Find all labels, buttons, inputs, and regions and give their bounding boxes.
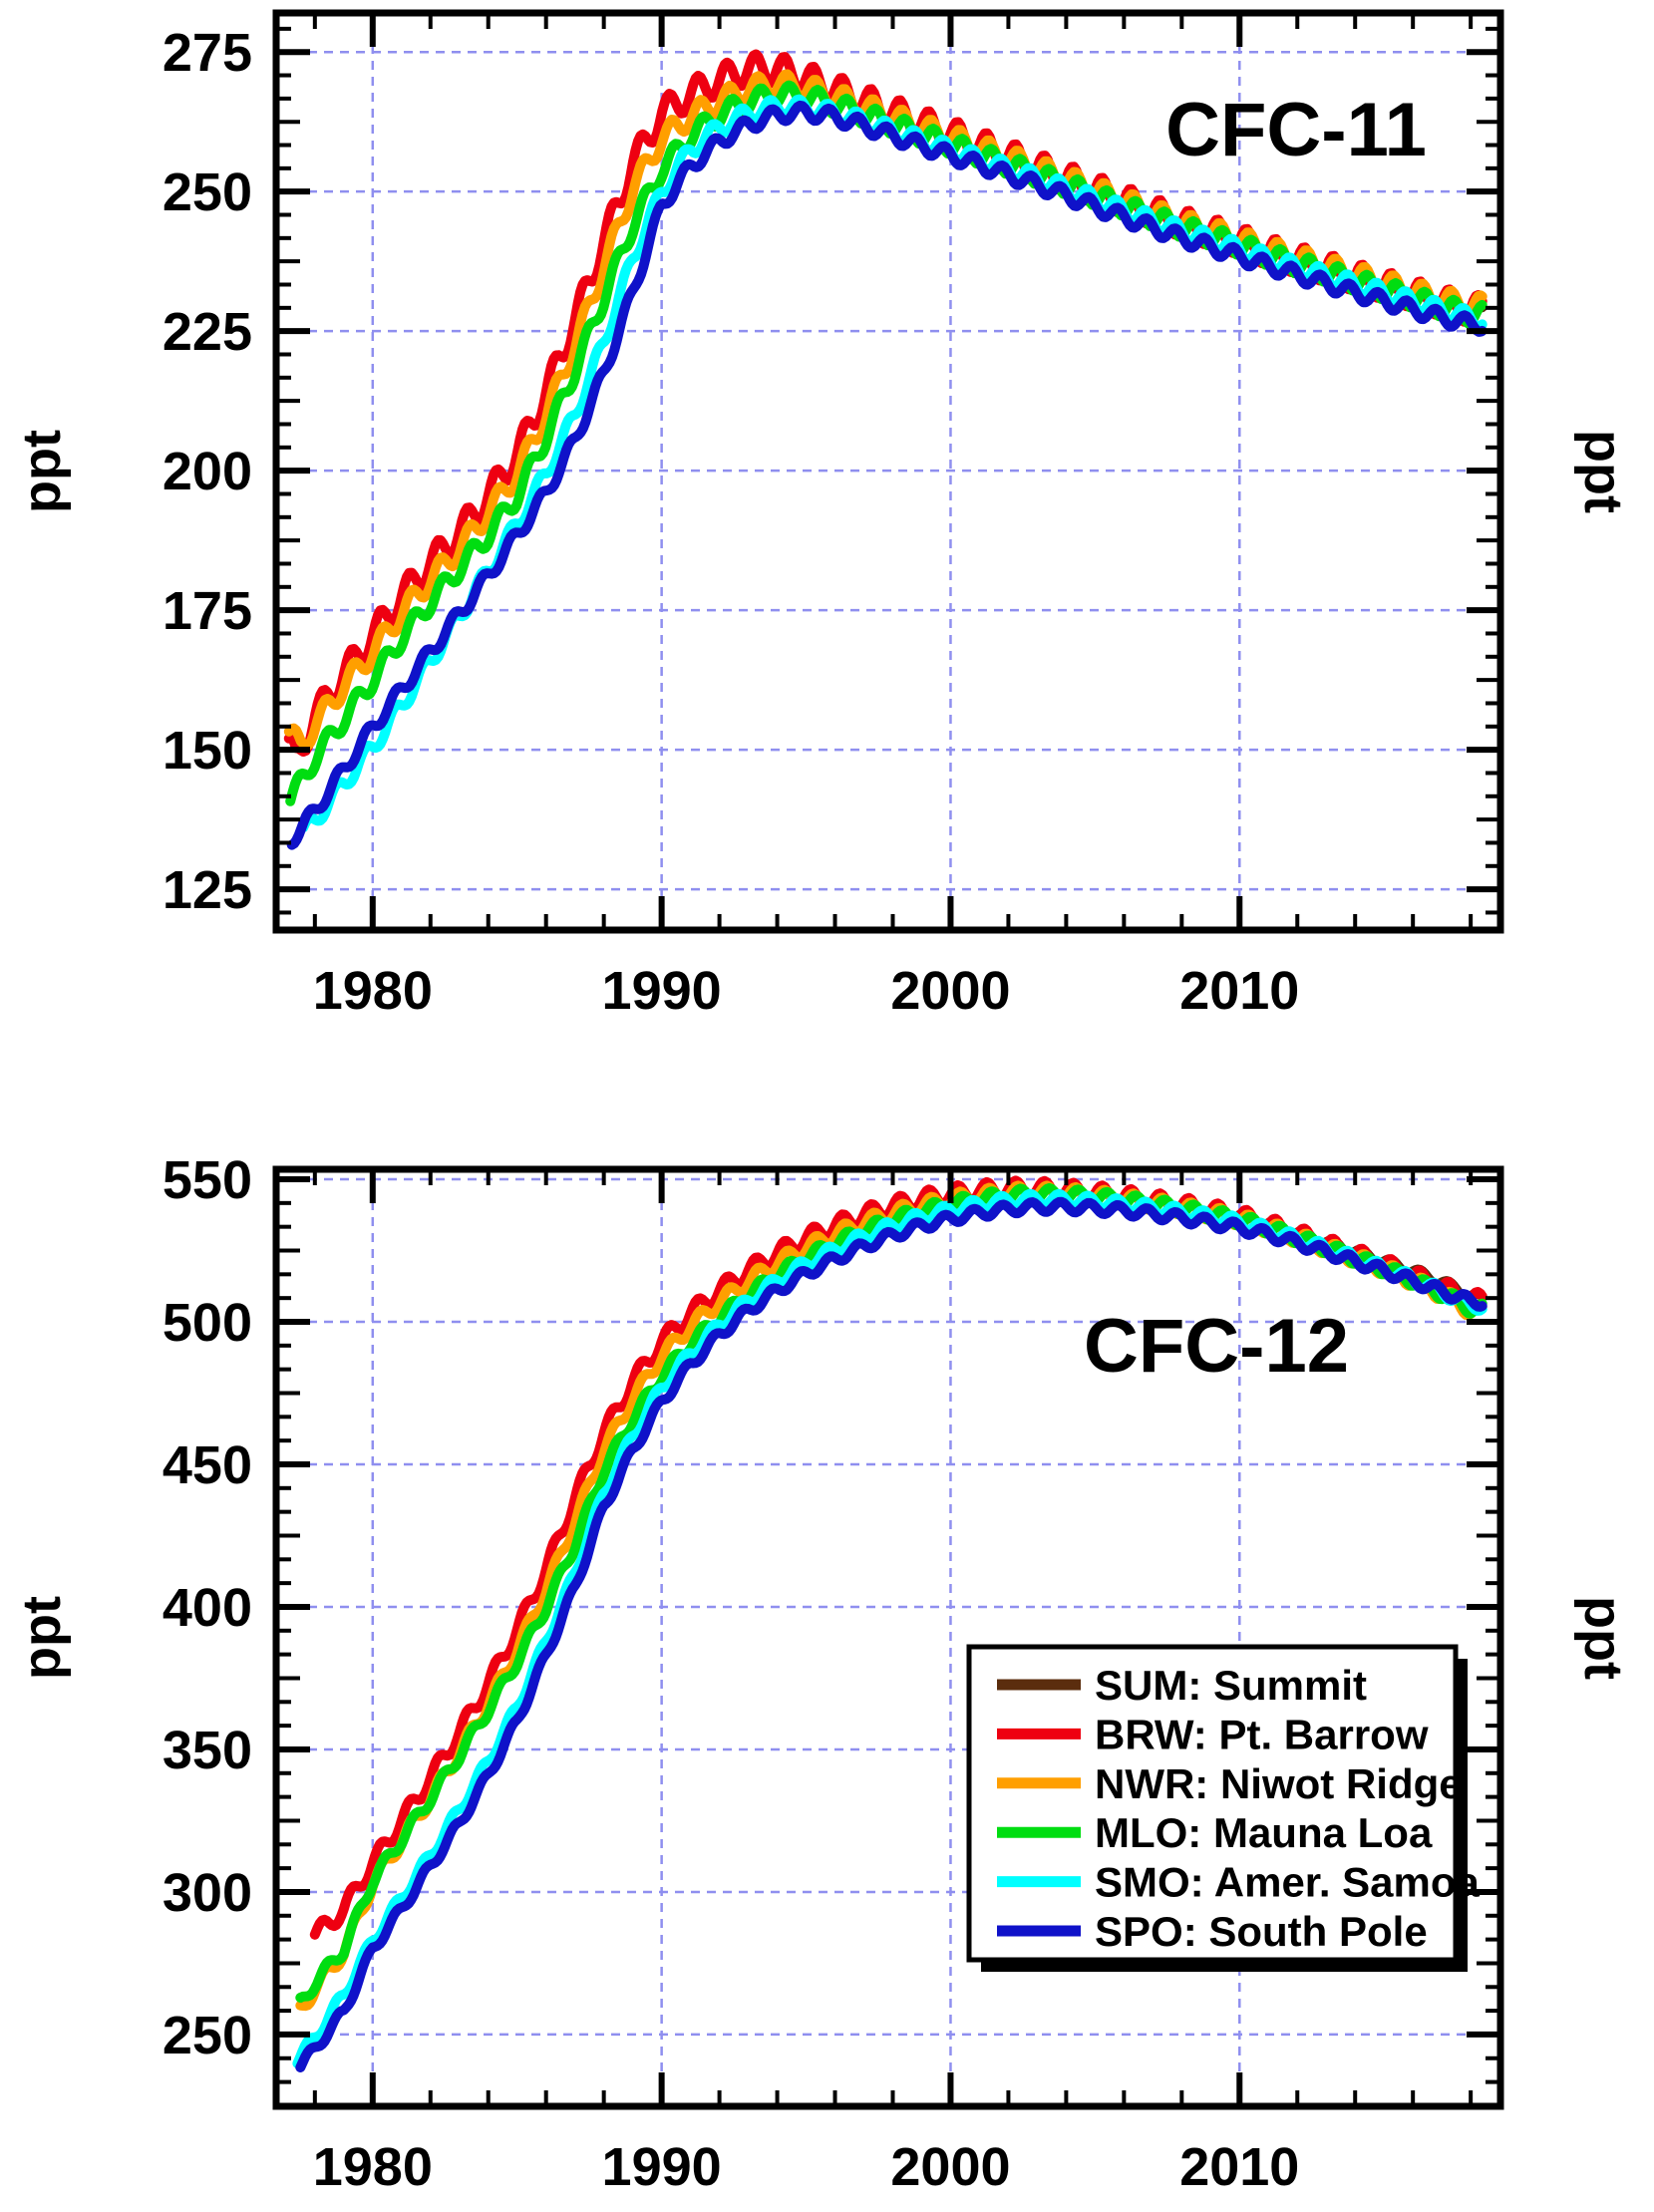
y-tick-label: 300 [163,1863,252,1923]
gridlines [276,1169,1500,2106]
x-tick-label: 2000 [890,2137,1010,2197]
x-tick-label: 1990 [602,961,722,1021]
y-tick-label: 450 [163,1435,252,1495]
series-NWR [283,69,1488,751]
x-tick-label: 2010 [1179,961,1299,1021]
y-tick-label: 250 [163,2006,252,2065]
x-tick-label: 1980 [313,2137,433,2197]
legend-label-BRW: BRW: Pt. Barrow [1095,1711,1429,1757]
series-SMO [298,94,1488,833]
y-tick-label: 400 [163,1578,252,1638]
plot-frame [272,9,1504,934]
cfc11-title: CFC-11 [1165,88,1427,172]
cfc11-ylabel-left: ppt [12,430,72,513]
x-tick-label: 1980 [313,961,433,1021]
y-tick-label: 250 [163,162,252,222]
y-tick-label: 225 [163,302,252,362]
x-tick-label: 2000 [890,961,1010,1021]
tick-labels: 125 150 175 200 225 250 275 1980 1990 2000 2010 [163,23,1299,1021]
legend-label-SUM: SUM: Summit [1095,1662,1367,1709]
series-SPO [286,100,1488,850]
x-tick-label: 1990 [602,2137,722,2197]
legend-box [966,1644,1459,1963]
y-tick-label: 125 [163,860,252,920]
cfc11-chart: 125 150 175 200 225 250 275 1980 1990 2000 2010 [163,9,1504,1021]
x-tick-label: 2010 [1179,2137,1299,2197]
y-tick-label: 150 [163,721,252,781]
ticks [276,1169,1500,2108]
y-tick-label: 175 [163,581,252,641]
y-tick-label: 350 [163,1721,252,1780]
y-tick-label: 500 [163,1293,252,1353]
cfc12-title: CFC-12 [1084,1304,1349,1389]
plot-frame [272,1165,1504,2110]
tick-labels: 250 300 350 400 450 500 550 1980 1990 2000 2010 [163,1150,1299,2197]
cfc11-ylabel-right: ppt [1573,430,1633,513]
legend-label-NWR: NWR: Niwot Ridge [1095,1760,1463,1807]
y-tick-label: 200 [163,442,252,501]
cfc12-ylabel-right: ppt [1573,1596,1633,1680]
legend-label-MLO: MLO: Mauna Loa [1095,1809,1433,1856]
cfc12-ylabel-left: ppt [12,1596,72,1680]
legend-label-SMO: SMO: Amer. Samoa [1095,1859,1481,1906]
series-group [283,49,1488,850]
y-tick-label: 550 [163,1150,252,1210]
legend-label-SPO: SPO: South Pole [1095,1908,1428,1955]
gridlines [276,13,1500,930]
y-tick-label: 275 [163,23,252,83]
cfc12-chart: 250 300 350 400 450 500 550 1980 1990 2000 2010 [163,1150,1504,2197]
series-group [292,1175,1488,2072]
series-SPO [295,1196,1488,2072]
